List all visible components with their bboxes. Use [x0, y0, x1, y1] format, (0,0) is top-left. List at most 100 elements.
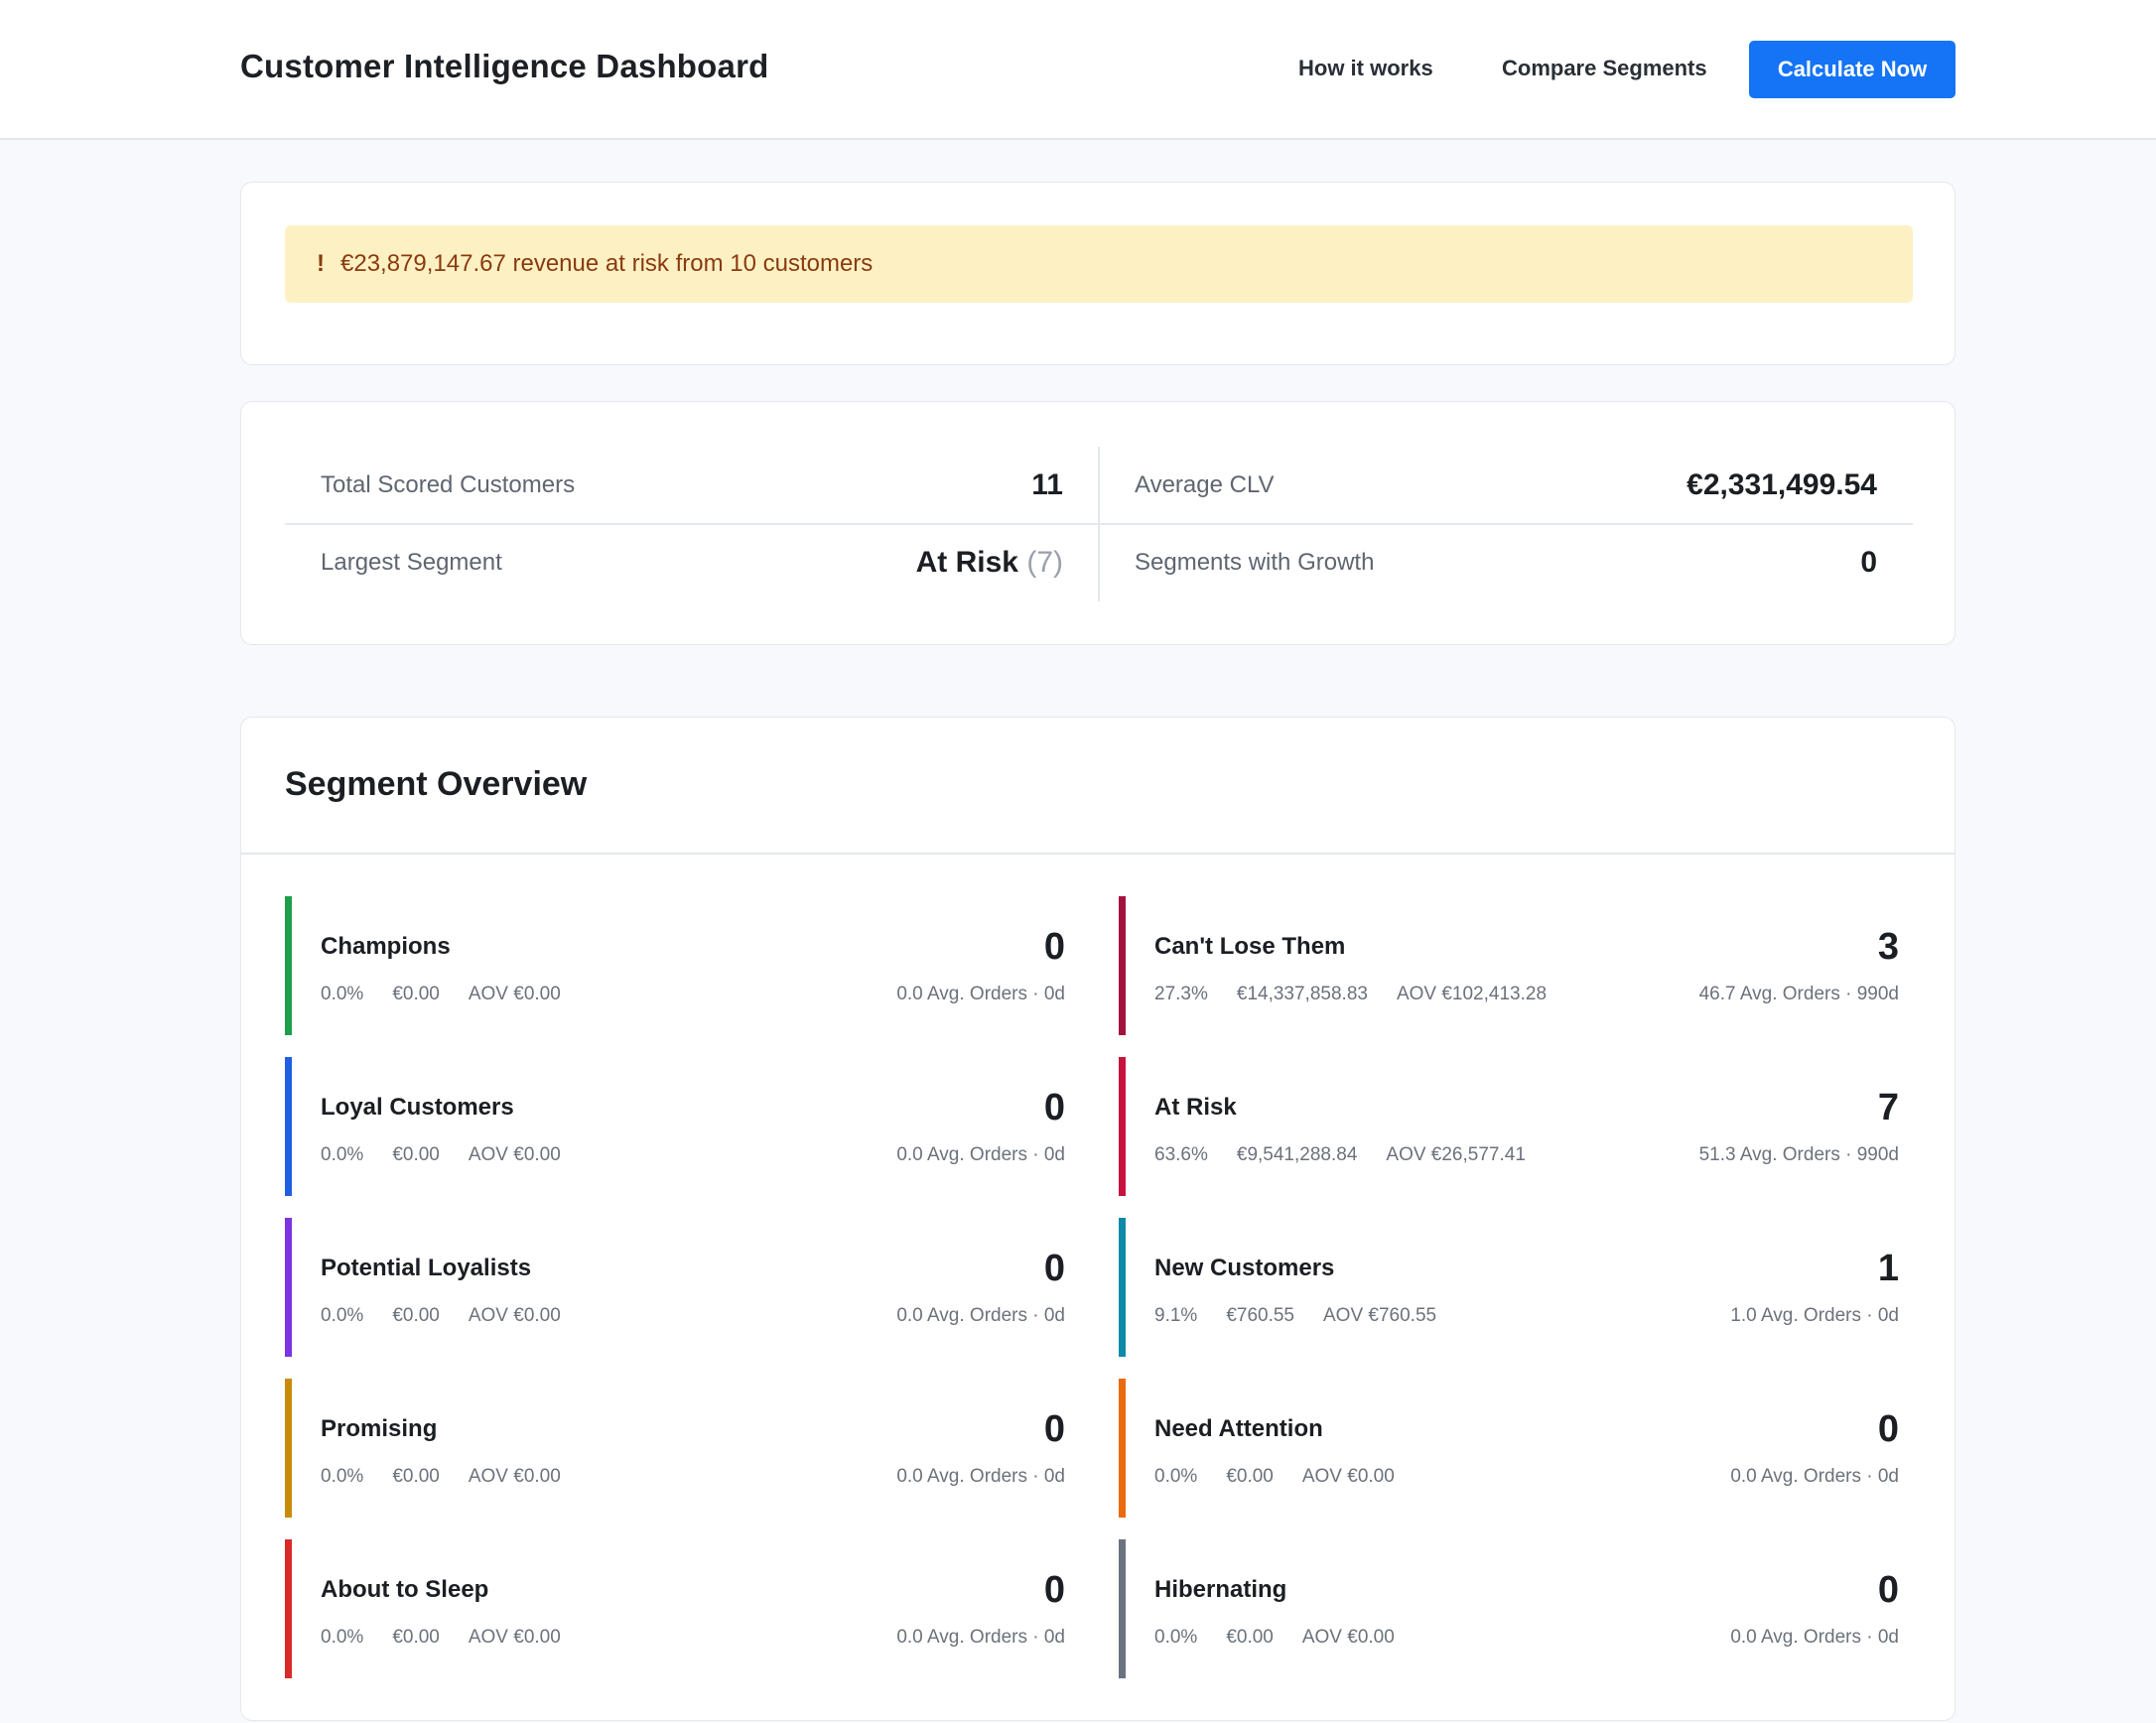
segment-orders-recency: 0.0 Avg. Orders · 0d — [896, 1627, 1065, 1648]
segment-percentage: 0.0% — [1154, 1466, 1198, 1487]
stat-label: Largest Segment — [321, 549, 502, 576]
segment-count: 0 — [1043, 926, 1065, 968]
alert-text: €23,879,147.67 revenue at risk from 10 c… — [340, 250, 874, 277]
segment-revenue: €0.00 — [392, 1305, 440, 1326]
segment-metrics: 9.1% €760.55 AOV €760.55 — [1154, 1305, 1436, 1327]
segment-percentage: 0.0% — [321, 1305, 364, 1326]
segment-orders-recency: 1.0 Avg. Orders · 0d — [1730, 1305, 1899, 1326]
segment-name: Promising — [321, 1415, 438, 1442]
segment-orders-recency: 0.0 Avg. Orders · 0d — [896, 1144, 1065, 1165]
segment-aov: AOV €0.00 — [468, 1627, 561, 1648]
segment-grid: Champions 0 0.0% €0.00 AOV €0.00 0.0 Avg. Ord… — [285, 896, 1913, 1678]
segment-percentage: 0.0% — [321, 1627, 364, 1648]
segment-metrics: 0.0% €0.00 AOV €0.00 — [1154, 1627, 1395, 1649]
stat-value: At Risk (7) — [916, 546, 1063, 580]
stat-average-clv: Average CLV €2,331,499.54 — [1099, 447, 1913, 524]
stat-segments-with-growth: Segments with Growth 0 — [1099, 524, 1913, 601]
segment-aov: AOV €760.55 — [1323, 1305, 1437, 1326]
stat-label: Total Scored Customers — [321, 471, 576, 498]
segment-count: 0 — [1877, 1408, 1899, 1450]
segment-orders-recency: 0.0 Avg. Orders · 0d — [1730, 1466, 1899, 1487]
summary-stats-card: Total Scored Customers 11 Average CLV €2… — [240, 401, 1955, 645]
segment-orders-recency: 46.7 Avg. Orders · 990d — [1698, 984, 1899, 1004]
segment-accent-bar — [285, 1539, 292, 1678]
segment-card-loyal-customers[interactable]: Loyal Customers 0 0.0% €0.00 AOV €0.00 0.0 Av… — [285, 1057, 1065, 1196]
segment-name: Can't Lose Them — [1154, 933, 1346, 960]
segment-revenue: €0.00 — [1226, 1466, 1274, 1487]
segment-metrics: 0.0% €0.00 AOV €0.00 — [321, 1466, 561, 1488]
segment-percentage: 0.0% — [321, 1466, 364, 1487]
segment-revenue: €0.00 — [392, 984, 440, 1004]
revenue-at-risk-alert: ! €23,879,147.67 revenue at risk from 10… — [285, 225, 1913, 303]
segment-revenue: €0.00 — [392, 1627, 440, 1648]
stat-value: 11 — [1031, 468, 1063, 501]
stat-label: Segments with Growth — [1135, 549, 1375, 576]
segment-orders-recency: 0.0 Avg. Orders · 0d — [1730, 1627, 1899, 1648]
calculate-now-button[interactable]: Calculate Now — [1749, 41, 1955, 98]
stat-value: €2,331,499.54 — [1686, 468, 1877, 501]
segment-card-can-t-lose-them[interactable]: Can't Lose Them 3 27.3% €14,337,858.83 AOV €… — [1119, 896, 1899, 1035]
segment-metrics: 0.0% €0.00 AOV €0.00 — [321, 1305, 561, 1327]
segment-metrics: 0.0% €0.00 AOV €0.00 — [321, 1144, 561, 1166]
segment-name: At Risk — [1154, 1094, 1237, 1121]
segment-revenue: €14,337,858.83 — [1236, 984, 1368, 1004]
segment-count: 1 — [1877, 1248, 1899, 1289]
segment-aov: AOV €0.00 — [468, 1305, 561, 1326]
segment-count: 0 — [1877, 1569, 1899, 1611]
segment-overview-title: Segment Overview — [285, 765, 588, 803]
segment-accent-bar — [285, 896, 292, 1035]
segment-name: Champions — [321, 933, 451, 960]
segment-name: Need Attention — [1154, 1415, 1323, 1442]
segment-metrics: 63.6% €9,541,288.84 AOV €26,577.41 — [1154, 1144, 1526, 1166]
segment-aov: AOV €0.00 — [468, 1144, 561, 1165]
segment-aov: AOV €0.00 — [1301, 1627, 1395, 1648]
segment-percentage: 63.6% — [1154, 1144, 1208, 1165]
stat-total-scored-customers: Total Scored Customers 11 — [285, 447, 1099, 524]
segment-percentage: 0.0% — [321, 1144, 364, 1165]
segment-overview-divider — [241, 853, 1954, 855]
segment-card-about-to-sleep[interactable]: About to Sleep 0 0.0% €0.00 AOV €0.00 0.0 Avg… — [285, 1539, 1065, 1678]
segment-revenue: €0.00 — [392, 1144, 440, 1165]
segment-orders-recency: 0.0 Avg. Orders · 0d — [896, 984, 1065, 1004]
stat-label: Average CLV — [1135, 471, 1275, 498]
segment-accent-bar — [285, 1379, 292, 1518]
segment-count: 0 — [1043, 1408, 1065, 1450]
alert-card: ! €23,879,147.67 revenue at risk from 10… — [240, 182, 1955, 365]
warning-icon: ! — [317, 250, 325, 277]
segment-card-new-customers[interactable]: New Customers 1 9.1% €760.55 AOV €760.55 1.0 … — [1119, 1218, 1899, 1357]
segment-card-promising[interactable]: Promising 0 0.0% €0.00 AOV €0.00 0.0 Avg. Ord… — [285, 1379, 1065, 1518]
segment-accent-bar — [1119, 1539, 1126, 1678]
segment-metrics: 0.0% €0.00 AOV €0.00 — [1154, 1466, 1395, 1488]
segment-accent-bar — [285, 1218, 292, 1357]
largest-segment-count: (7) — [1026, 546, 1063, 579]
segment-orders-recency: 0.0 Avg. Orders · 0d — [896, 1305, 1065, 1326]
segment-name: About to Sleep — [321, 1576, 489, 1603]
segment-accent-bar — [1119, 1218, 1126, 1357]
segment-card-champions[interactable]: Champions 0 0.0% €0.00 AOV €0.00 0.0 Avg. Ord… — [285, 896, 1065, 1035]
segment-percentage: 27.3% — [1154, 984, 1208, 1004]
nav-compare-segments-link[interactable]: Compare Segments — [1502, 56, 1707, 80]
segment-count: 0 — [1043, 1248, 1065, 1289]
page-title: Customer Intelligence Dashboard — [240, 48, 769, 84]
segment-name: New Customers — [1154, 1255, 1335, 1281]
segment-revenue: €0.00 — [1226, 1627, 1274, 1648]
segment-revenue: €760.55 — [1226, 1305, 1294, 1326]
segment-revenue: €9,541,288.84 — [1236, 1144, 1358, 1165]
nav-how-it-works-link[interactable]: How it works — [1298, 56, 1433, 80]
segment-card-hibernating[interactable]: Hibernating 0 0.0% €0.00 AOV €0.00 0.0 Avg. O… — [1119, 1539, 1899, 1678]
segment-card-need-attention[interactable]: Need Attention 0 0.0% €0.00 AOV €0.00 0.0 Avg… — [1119, 1379, 1899, 1518]
stats-vertical-divider — [1098, 447, 1100, 601]
segment-count: 3 — [1877, 926, 1899, 968]
segment-percentage: 0.0% — [1154, 1627, 1198, 1648]
segment-aov: AOV €0.00 — [468, 984, 561, 1004]
segment-card-at-risk[interactable]: At Risk 7 63.6% €9,541,288.84 AOV €26,577.41… — [1119, 1057, 1899, 1196]
segment-percentage: 9.1% — [1154, 1305, 1198, 1326]
stat-largest-segment: Largest Segment At Risk (7) — [285, 524, 1099, 601]
segment-overview-card: Segment Overview Champions 0 0.0% €0.00 AOV … — [240, 717, 1955, 1721]
segment-count: 7 — [1877, 1087, 1899, 1128]
segment-card-potential-loyalists[interactable]: Potential Loyalists 0 0.0% €0.00 AOV €0.00 0.… — [285, 1218, 1065, 1357]
segment-aov: AOV €0.00 — [1301, 1466, 1395, 1487]
segment-accent-bar — [1119, 1379, 1126, 1518]
segment-metrics: 0.0% €0.00 AOV €0.00 — [321, 984, 561, 1005]
segment-revenue: €0.00 — [392, 1466, 440, 1487]
